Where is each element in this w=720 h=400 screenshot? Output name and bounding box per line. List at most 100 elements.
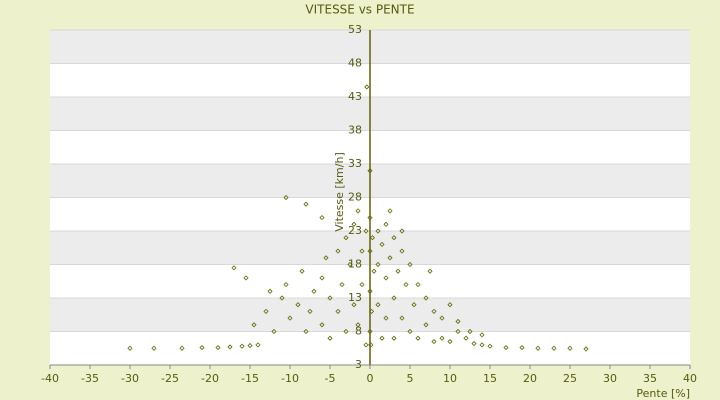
point xyxy=(447,302,453,308)
x-tick-label: 0 xyxy=(367,372,374,385)
point xyxy=(215,345,221,351)
point xyxy=(367,328,373,335)
point xyxy=(127,345,133,351)
point xyxy=(367,215,373,221)
point xyxy=(407,261,413,268)
point xyxy=(319,275,325,281)
point xyxy=(151,345,157,351)
point xyxy=(243,275,249,281)
x-tick-label: 15 xyxy=(483,372,497,385)
x-tick-label: -15 xyxy=(241,372,259,385)
point xyxy=(351,302,357,308)
point xyxy=(363,342,369,348)
point xyxy=(363,228,369,234)
point xyxy=(455,328,461,335)
x-tick-label: -35 xyxy=(81,372,99,385)
point xyxy=(415,282,421,288)
point xyxy=(375,261,381,268)
y-axis-label: Vitesse [km/h] xyxy=(333,152,346,232)
point xyxy=(327,295,333,301)
point xyxy=(427,268,433,274)
point xyxy=(447,338,453,345)
point xyxy=(369,308,375,314)
y-tick-label: 23 xyxy=(348,224,362,237)
y-tick-label: 43 xyxy=(348,90,362,103)
point xyxy=(471,340,477,347)
y-tick-label: 33 xyxy=(348,157,362,170)
point xyxy=(519,345,525,351)
point xyxy=(255,342,261,348)
point xyxy=(383,275,389,281)
point xyxy=(299,268,305,274)
x-axis-label: Pente [%] xyxy=(636,387,690,400)
point xyxy=(367,168,373,174)
x-tick-label: -40 xyxy=(41,372,59,385)
x-tick-label: 35 xyxy=(643,372,657,385)
point xyxy=(399,228,405,234)
point xyxy=(487,343,493,349)
point xyxy=(227,344,233,350)
point xyxy=(231,265,237,271)
point xyxy=(283,282,289,288)
x-tick-label: 30 xyxy=(603,372,617,385)
point xyxy=(364,84,370,90)
point xyxy=(267,288,273,294)
point xyxy=(403,282,409,288)
point xyxy=(467,328,473,335)
point xyxy=(359,282,365,288)
point xyxy=(391,295,397,301)
point xyxy=(359,248,365,254)
point xyxy=(463,335,469,341)
point xyxy=(387,255,393,261)
point xyxy=(455,318,461,325)
point xyxy=(295,302,301,308)
y-tick-label: 28 xyxy=(348,191,362,204)
x-tick-label: -20 xyxy=(201,372,219,385)
x-tick-label: 40 xyxy=(683,372,697,385)
point xyxy=(179,345,185,351)
point xyxy=(551,345,557,351)
point xyxy=(263,308,269,314)
point xyxy=(399,315,405,321)
point xyxy=(479,342,485,348)
x-tick-label: -30 xyxy=(121,372,139,385)
point xyxy=(479,332,485,338)
point xyxy=(407,328,413,335)
point xyxy=(391,335,397,341)
point xyxy=(535,345,541,351)
point xyxy=(367,288,373,294)
point xyxy=(355,322,361,328)
point xyxy=(439,335,445,341)
point xyxy=(395,268,401,274)
point xyxy=(399,248,405,254)
point xyxy=(283,194,289,201)
point xyxy=(503,345,509,351)
point xyxy=(307,308,313,314)
point xyxy=(423,295,429,301)
point xyxy=(251,322,257,328)
point xyxy=(355,208,361,214)
x-tick-label: -25 xyxy=(161,372,179,385)
point xyxy=(415,335,421,341)
point xyxy=(368,342,374,348)
point xyxy=(303,328,309,335)
point xyxy=(391,235,397,241)
point xyxy=(327,335,333,341)
point xyxy=(439,315,445,321)
point xyxy=(279,295,285,301)
point xyxy=(375,228,381,234)
point xyxy=(303,201,309,207)
x-tick-label: 25 xyxy=(563,372,577,385)
point xyxy=(423,322,429,328)
point xyxy=(379,241,385,247)
point xyxy=(239,343,245,349)
point xyxy=(343,235,349,241)
point xyxy=(567,345,573,351)
point xyxy=(287,315,293,321)
x-tick-label: -10 xyxy=(281,372,299,385)
point xyxy=(431,338,437,345)
point xyxy=(339,282,345,288)
point xyxy=(319,322,325,328)
y-tick-label: 8 xyxy=(355,325,362,338)
point xyxy=(319,215,325,221)
